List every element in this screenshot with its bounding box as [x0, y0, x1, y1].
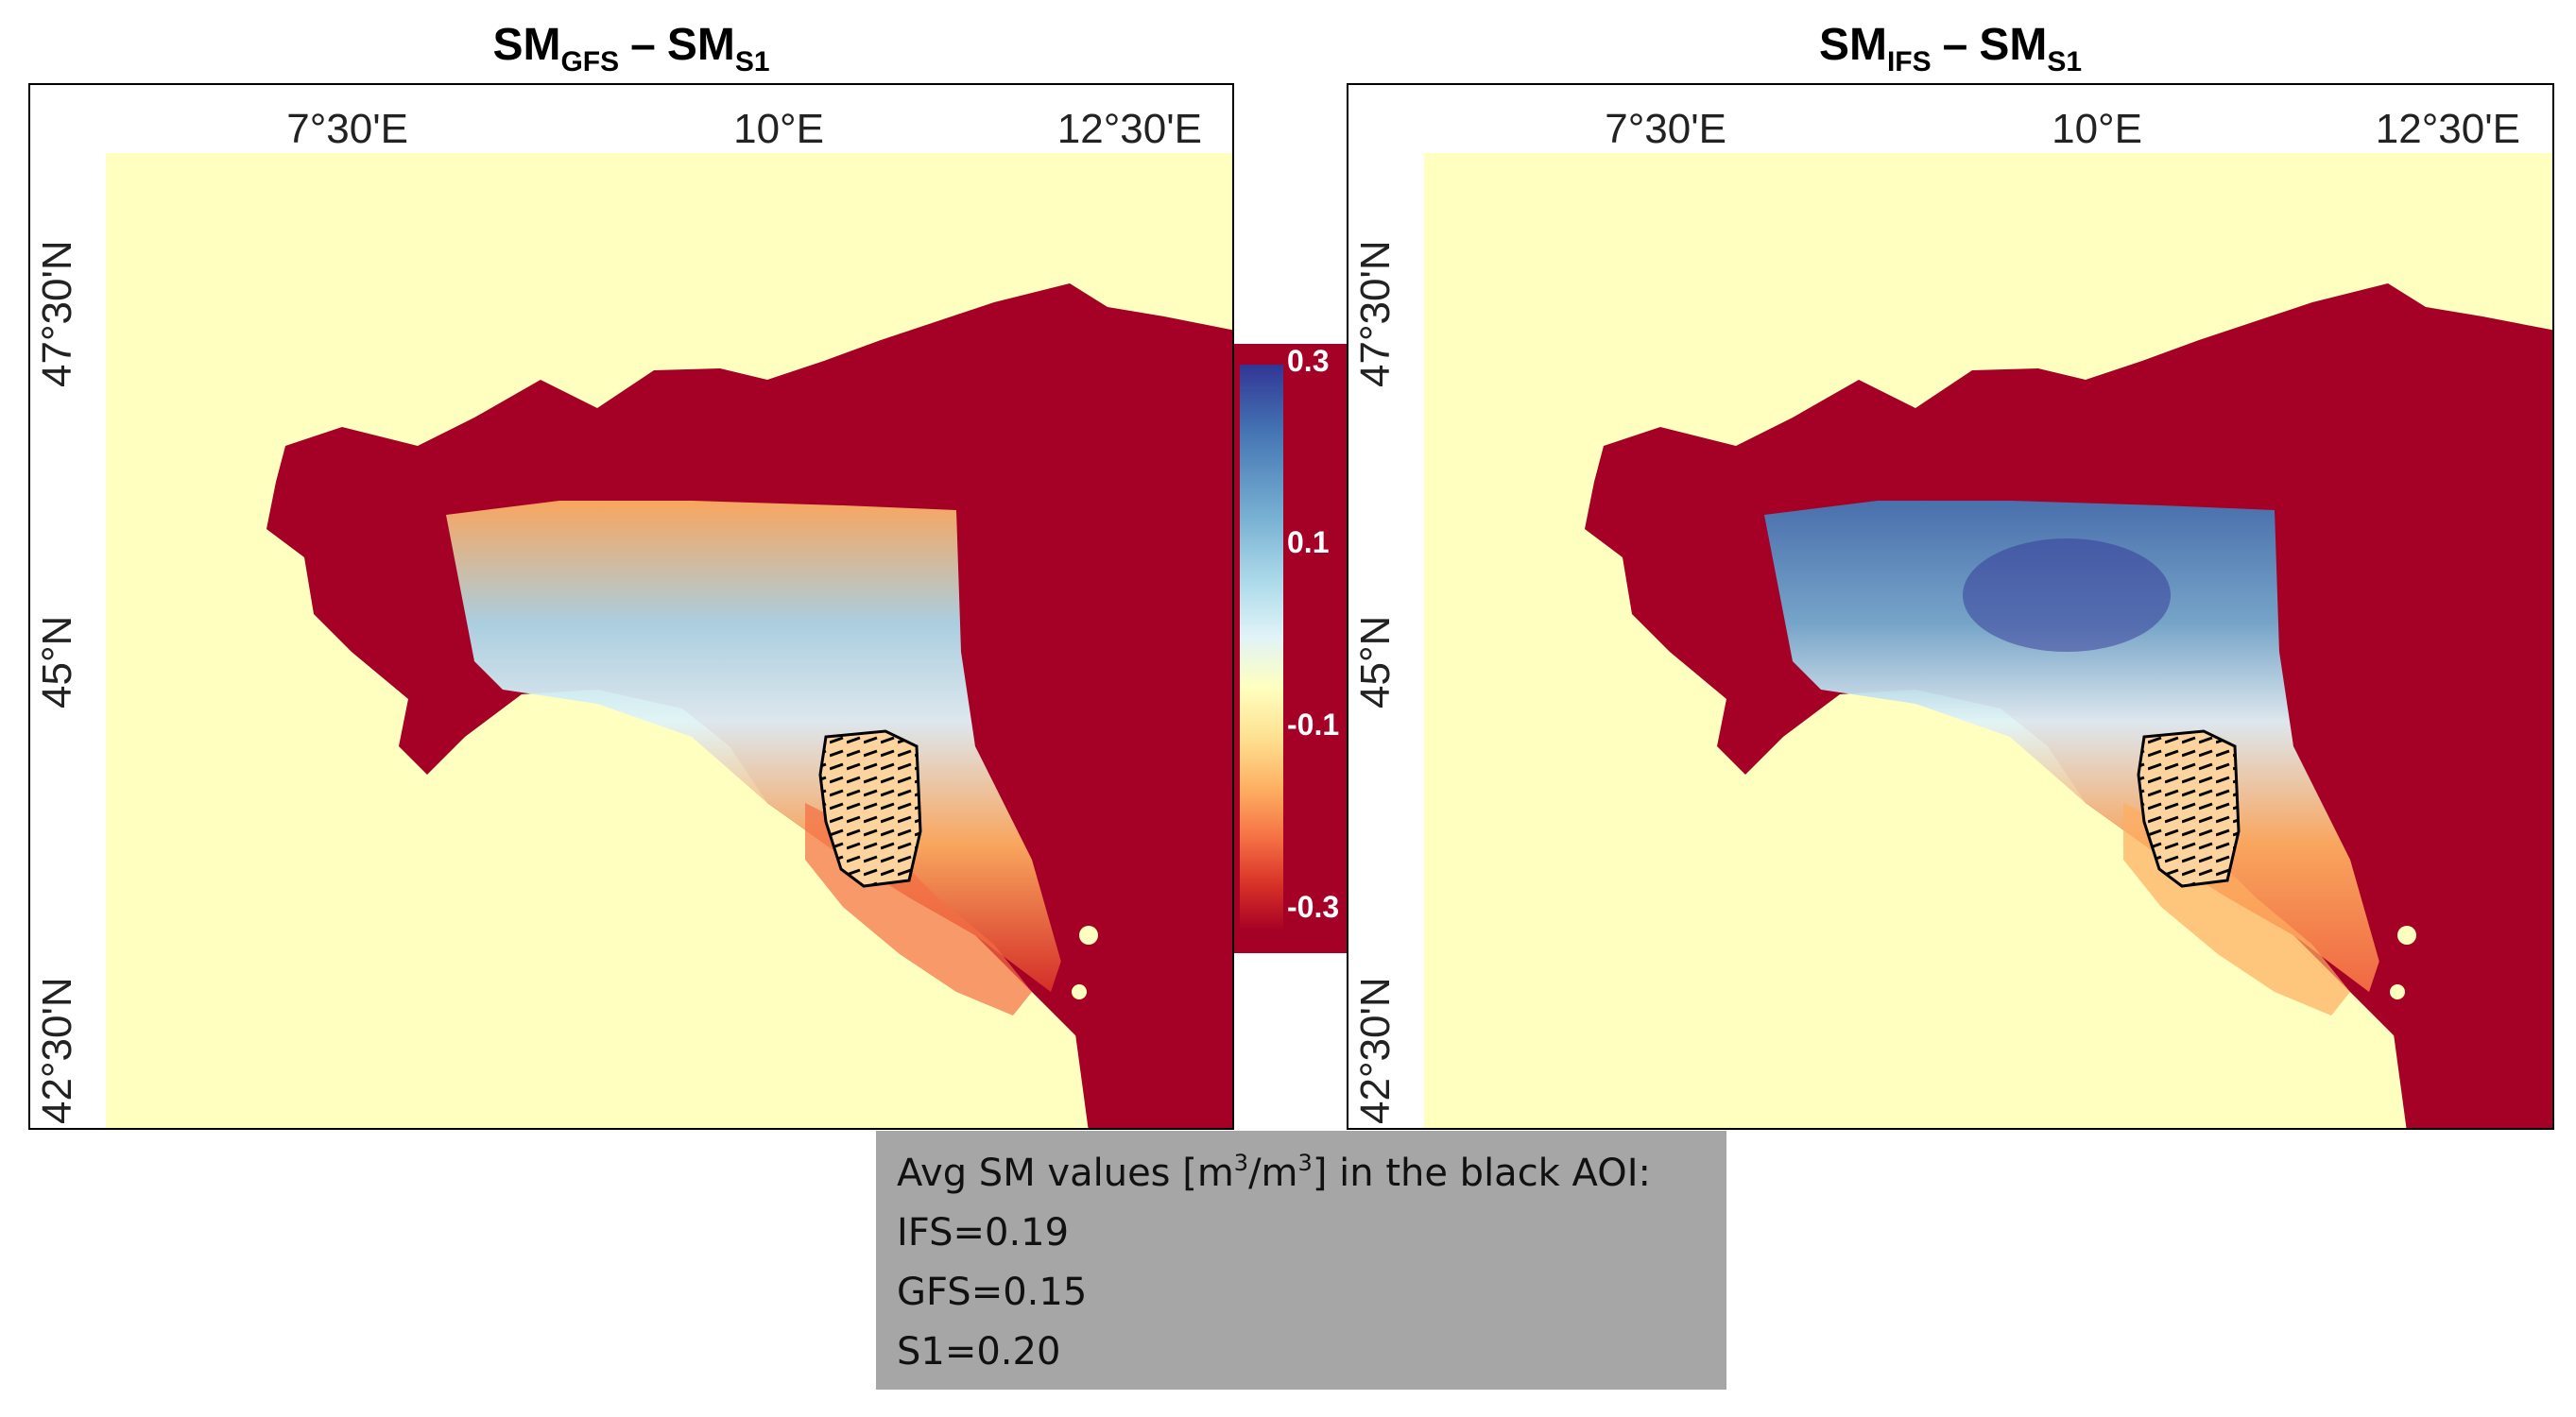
lat-label: 42°30'N — [1352, 977, 1399, 1124]
title-dash: – — [1942, 20, 1968, 70]
eastern-swath — [2275, 482, 2552, 1128]
lat-label: 45°N — [34, 615, 80, 708]
eastern-swath — [956, 482, 1232, 1128]
colorbar-tick: -0.1 — [1287, 708, 1340, 742]
info-s1: S1=0.20 — [897, 1330, 1061, 1374]
colorbar-tick: 0.1 — [1287, 525, 1330, 559]
info-heading-sup: 3 — [1233, 1150, 1249, 1176]
colorbar-tick: -0.3 — [1287, 890, 1340, 924]
colorbar-tick: 0.3 — [1287, 344, 1330, 378]
info-heading-sup: 3 — [1297, 1150, 1313, 1176]
lake — [1072, 984, 1087, 999]
title-dash: – — [630, 20, 656, 70]
aoi-polygon — [818, 729, 922, 888]
title-sub-gfs: GFS — [560, 46, 620, 77]
lon-label: 10°E — [733, 106, 824, 152]
po-valley-data — [446, 501, 1070, 992]
lon-label: 10°E — [2052, 106, 2142, 152]
lon-label: 7°30'E — [286, 106, 408, 152]
lat-label: 47°30'N — [34, 240, 80, 387]
lake — [2397, 926, 2416, 945]
lat-label: 42°30'N — [34, 977, 80, 1124]
lat-label: 47°30'N — [1352, 240, 1399, 387]
title-sm-2: SM — [1979, 20, 2048, 70]
info-heading: Avg SM values [m3/m3] in the black AOI: — [897, 1144, 1706, 1204]
info-ifs: IFS=0.19 — [897, 1211, 1070, 1255]
colorbar-ramp — [1240, 365, 1283, 931]
title-sm: SM — [492, 20, 561, 70]
map-panel-ifs: 7°30'E 10°E 12°30'E 47°30'N 45°N 42°30'N — [1347, 83, 2554, 1130]
title-sub-s1: S1 — [734, 46, 770, 77]
info-gfs: GFS=0.15 — [897, 1271, 1088, 1314]
panel-title-ifs: SMIFS – SMS1 — [1347, 19, 2554, 85]
lake — [1079, 926, 1098, 945]
title-sm-2: SM — [666, 20, 735, 70]
map-svg-gfs — [106, 153, 1232, 1128]
lat-label: 45°N — [1352, 615, 1399, 708]
po-valley-data — [1764, 501, 2388, 992]
wet-area — [1963, 538, 2171, 652]
panel-title-gfs: SMGFS – SMS1 — [28, 19, 1234, 85]
map-svg-ifs — [1424, 153, 2552, 1128]
map-panel-gfs: 7°30'E 10°E 12°30'E 47°30'N 45°N 42°30'N — [28, 83, 1234, 1130]
title-sub-s1: S1 — [2047, 46, 2083, 77]
colorbar: 0.3 0.1 -0.1 -0.3 — [1234, 344, 1348, 953]
lake — [2390, 984, 2405, 999]
info-heading-mid: /m — [1248, 1152, 1298, 1195]
title-sub-ifs: IFS — [1886, 46, 1932, 77]
info-heading-suffix: ] in the black AOI: — [1312, 1152, 1651, 1195]
info-heading-prefix: Avg SM values [m — [897, 1152, 1234, 1195]
lon-label: 12°30'E — [1056, 106, 1202, 152]
lon-label: 12°30'E — [2375, 106, 2520, 152]
aoi-polygon — [2137, 729, 2241, 888]
lon-label: 7°30'E — [1605, 106, 1726, 152]
aoi-info-box: Avg SM values [m3/m3] in the black AOI: … — [876, 1131, 1726, 1390]
title-sm: SM — [1818, 20, 1887, 70]
